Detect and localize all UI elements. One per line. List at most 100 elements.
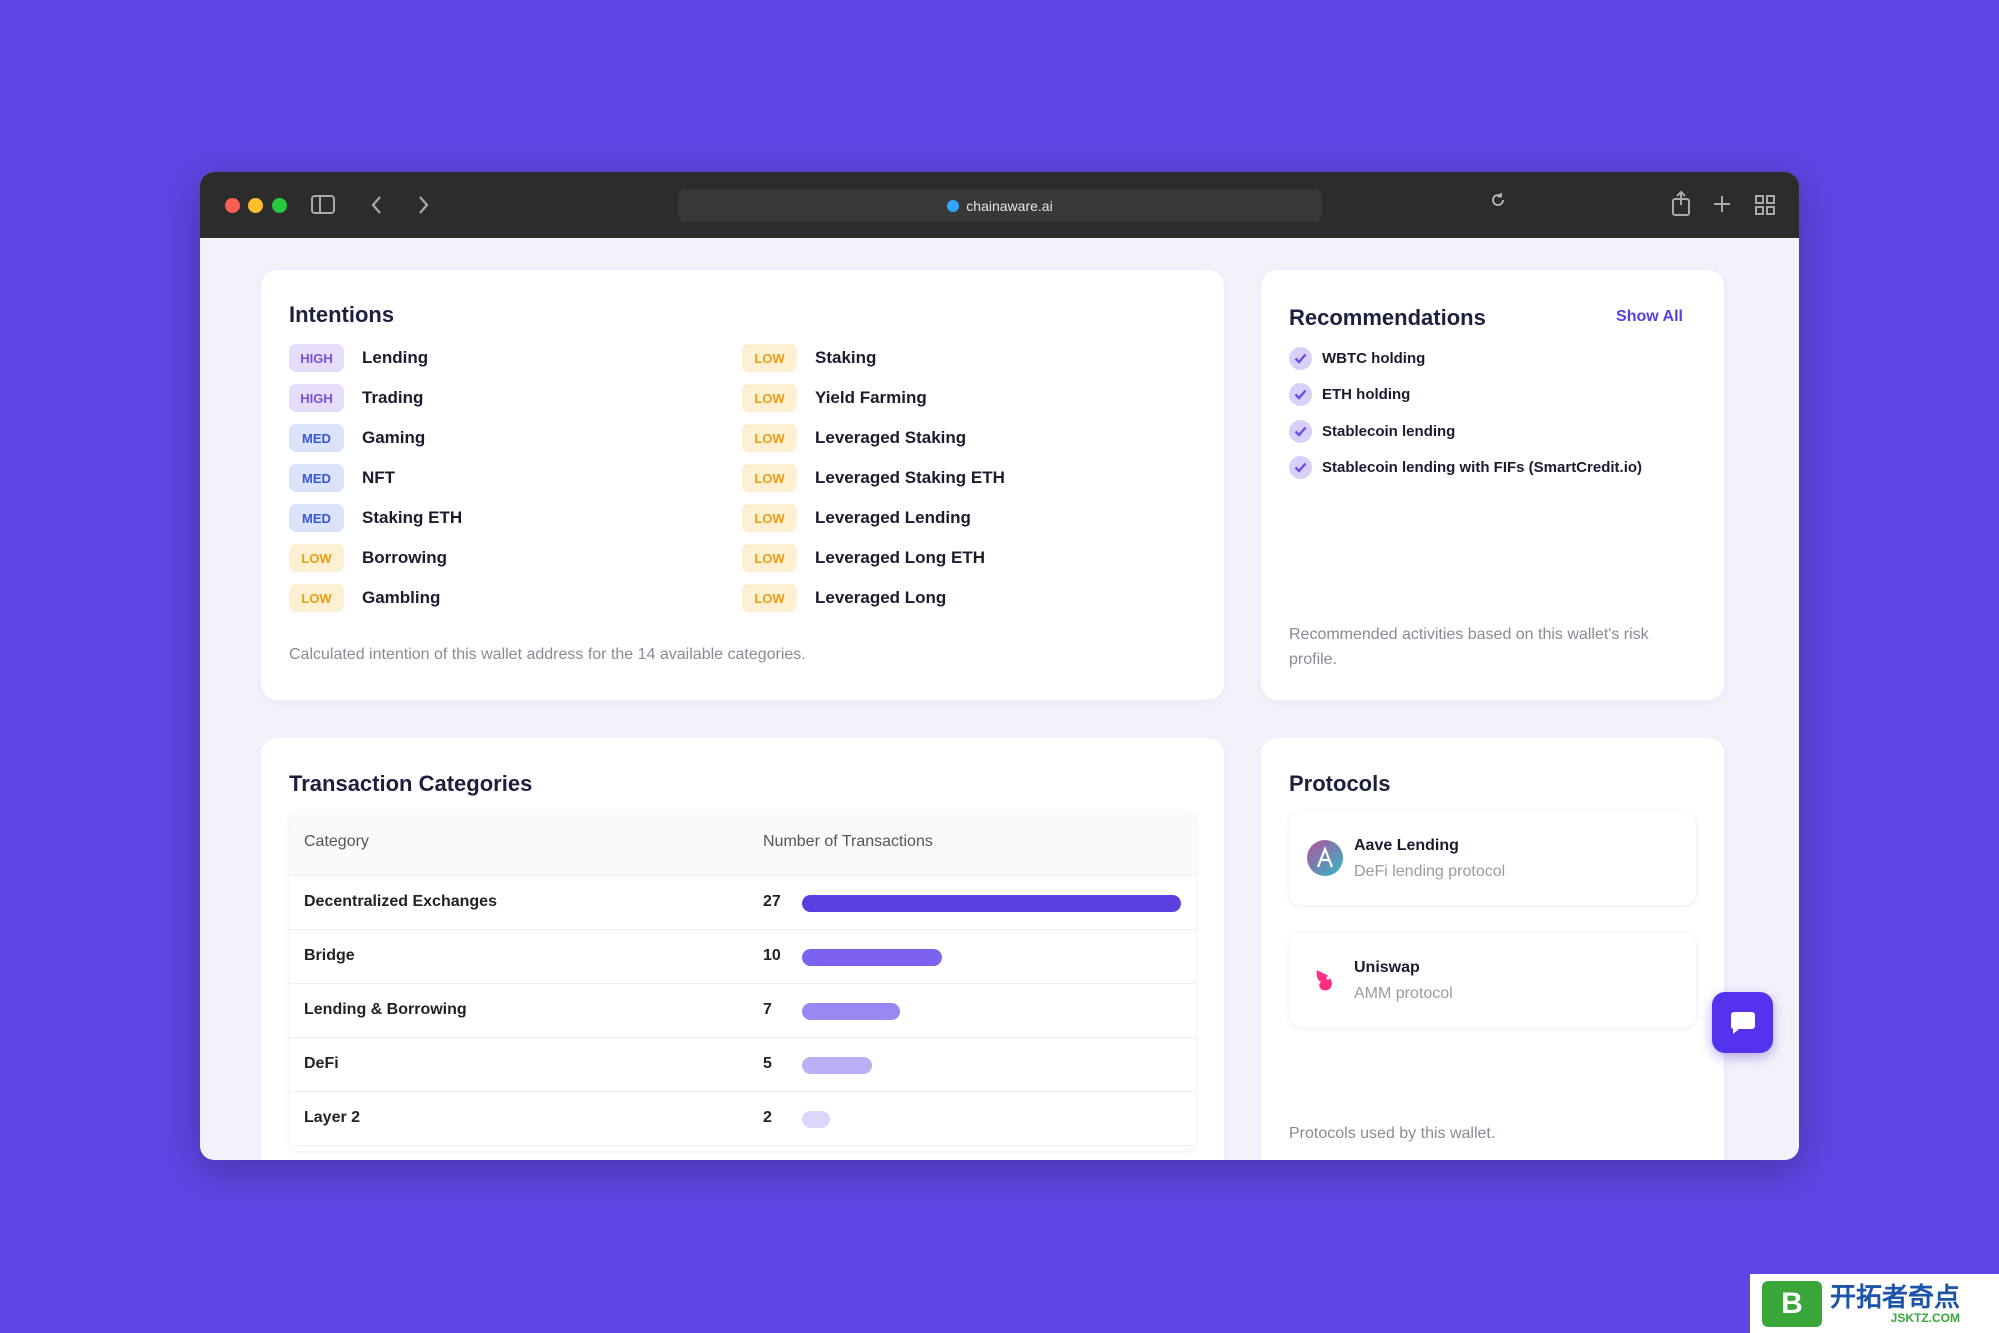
intention-item: MED Gaming [289, 418, 742, 458]
level-badge: MED [289, 424, 344, 452]
intention-label: Gaming [362, 428, 426, 447]
check-icon [1289, 419, 1312, 443]
count-cell: 10 [763, 947, 781, 964]
zoom-button[interactable] [272, 198, 287, 213]
watermark-site: JSKTZ.COM [1890, 1310, 1961, 1325]
recommendation-item: Stablecoin lending with FIFs (SmartCredi… [1289, 453, 1642, 483]
minimize-button[interactable] [248, 198, 263, 213]
count-cell: 5 [763, 1055, 772, 1072]
card-title: Protocols [1289, 771, 1391, 796]
intention-item: LOW Staking [742, 338, 1142, 378]
intention-item: LOW Yield Farming [742, 378, 1142, 418]
watermark: B 开拓者奇点 JSKTZ.COM [1750, 1274, 1999, 1333]
check-mark [1294, 389, 1307, 400]
intention-item: LOW Leveraged Long ETH [742, 538, 1142, 578]
intention-item: MED NFT [289, 458, 742, 498]
intention-label: Borrowing [362, 548, 447, 567]
category-cell: Bridge [304, 947, 355, 964]
check-icon [1289, 383, 1312, 406]
level-badge: LOW [742, 584, 797, 612]
protocol-description: DeFi lending protocol [1354, 863, 1506, 880]
check-mark [1294, 353, 1307, 364]
browser-toolbar: chainaware.ai [200, 172, 1799, 238]
table-row: DeFi 5 [289, 1038, 1196, 1092]
footnote: Calculated intention of this wallet addr… [289, 646, 806, 663]
level-badge: HIGH [289, 384, 344, 412]
intentions-card: Intentions HIGH Lending HIGH Trading MED Gami… [261, 270, 1224, 700]
recommendations-card: Recommendations Show All WBTC holding ETH… [1261, 270, 1724, 700]
check-mark [1294, 462, 1307, 473]
intention-label: Gambling [362, 588, 441, 607]
table-row: Bridge 10 [289, 930, 1196, 984]
recommendation-item: WBTC holding [1289, 343, 1425, 373]
intention-item: HIGH Trading [289, 378, 742, 418]
chat-icon [1730, 1011, 1755, 1034]
intention-label: Trading [362, 388, 424, 407]
recommendation-label: Stablecoin lending with FIFs (SmartCredi… [1322, 459, 1643, 476]
intention-item: LOW Leveraged Lending [742, 498, 1142, 538]
column-header: Number of Transactions [763, 833, 933, 850]
protocols-card: Protocols Aave Lending DeFi lending proto… [1261, 738, 1724, 1160]
intention-label: Leveraged Long ETH [815, 548, 986, 567]
intention-label: NFT [362, 468, 396, 487]
intention-label: Lending [362, 348, 429, 367]
level-badge: LOW [742, 504, 797, 532]
footnote: Protocols used by this wallet. [1289, 1125, 1496, 1142]
count-cell: 27 [763, 893, 781, 910]
recommendation-label: Stablecoin lending [1322, 422, 1456, 440]
intention-item: HIGH Lending [289, 338, 742, 378]
intention-label: Leveraged Staking ETH [815, 468, 1005, 487]
reload-icon[interactable] [1490, 192, 1506, 208]
level-badge: LOW [289, 544, 344, 572]
protocol-icon [1307, 962, 1343, 998]
intention-item: LOW Leveraged Long [742, 578, 1142, 618]
show-all-link[interactable]: Show All [1616, 308, 1683, 325]
count-bar [802, 1111, 831, 1128]
watermark-text-block: 开拓者奇点 JSKTZ.COM [1830, 1283, 1960, 1325]
recommendation-item: ETH holding [1289, 380, 1410, 410]
intention-label: Leveraged Long [815, 588, 947, 607]
url-text: chainaware.ai [966, 197, 1053, 214]
protocol-item[interactable]: Uniswap AMM protocol [1289, 933, 1696, 1027]
card-title: Transaction Categories [289, 771, 533, 796]
address-bar[interactable]: chainaware.ai [678, 189, 1322, 222]
level-badge: LOW [742, 344, 797, 372]
category-cell: Decentralized Exchanges [304, 893, 497, 910]
intention-label: Leveraged Staking [815, 428, 967, 447]
close-button[interactable] [225, 198, 240, 213]
recommendation-item: Stablecoin lending [1289, 416, 1455, 446]
aave-icon [1307, 840, 1343, 876]
count-bar [802, 895, 1181, 912]
level-badge: LOW [742, 544, 797, 572]
count-cell: 2 [763, 1109, 772, 1126]
level-badge: LOW [742, 384, 797, 412]
level-badge: MED [289, 464, 344, 492]
table-row: Decentralized Exchanges 27 [289, 876, 1196, 930]
category-cell: Lending & Borrowing [304, 1001, 467, 1018]
toolbar-icons[interactable] [1670, 190, 1780, 218]
check-icon [1289, 346, 1312, 370]
nav-icons[interactable] [310, 192, 460, 218]
intention-label: Leveraged Lending [815, 508, 971, 527]
table-header: Category Number of Transactions [289, 811, 1196, 876]
intention-list: HIGH Lending HIGH Trading MED Gaming MED NFT MED… [289, 338, 1142, 618]
protocol-icon [1307, 840, 1343, 876]
footnote: Recommended activities based on this wal… [1289, 626, 1649, 668]
card-title: Intentions [289, 302, 395, 327]
protocol-item[interactable]: Aave Lending DeFi lending protocol [1289, 811, 1696, 905]
column-header: Category [304, 833, 369, 850]
count-cell: 7 [763, 1001, 772, 1018]
count-bar [802, 949, 943, 966]
transactions-table: Category Number of Transactions Decentra… [289, 811, 1196, 1151]
level-badge: MED [289, 504, 344, 532]
recommendation-label: WBTC holding [1322, 349, 1426, 367]
level-badge: LOW [742, 424, 797, 452]
recommendation-label: ETH holding [1322, 386, 1411, 403]
chat-button[interactable] [1712, 992, 1773, 1053]
level-badge: LOW [289, 584, 344, 612]
count-bar [802, 1003, 901, 1020]
table-row: Lending & Borrowing 7 [289, 984, 1196, 1038]
level-badge: LOW [742, 464, 797, 492]
count-bar [802, 1057, 873, 1074]
